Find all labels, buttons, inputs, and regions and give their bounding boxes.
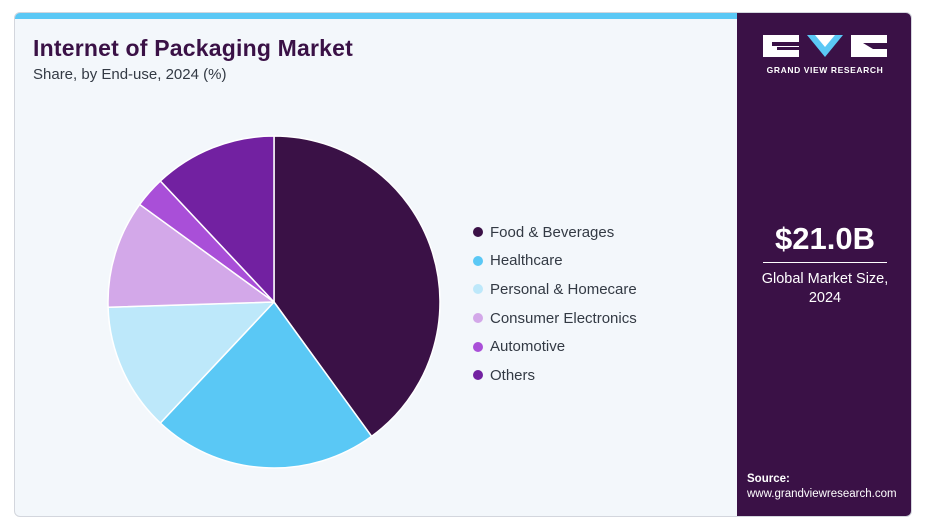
market-size-value: $21.0B	[775, 221, 875, 256]
accent-bar	[15, 13, 737, 19]
pie-chart	[107, 135, 441, 469]
chart-subtitle: Share, by End-use, 2024 (%)	[33, 66, 227, 83]
legend-swatch	[473, 284, 483, 295]
chart-title: Internet of Packaging Market	[33, 35, 354, 61]
legend-item: Personal & Homecare	[473, 275, 637, 304]
gvr-logo-icon	[763, 35, 887, 57]
legend-label: Personal & Homecare	[490, 280, 637, 298]
legend-label: Consumer Electronics	[490, 309, 637, 327]
brand-name: GRAND VIEW RESEARCH	[766, 65, 884, 75]
legend-label: Food & Beverages	[490, 223, 615, 241]
market-size-caption: Global Market Size, 2024	[761, 271, 889, 306]
legend-swatch	[473, 370, 483, 381]
summary-sidebar: GRAND VIEW RESEARCH $21.0B Global Market…	[737, 13, 911, 516]
legend-item: Automotive	[473, 332, 637, 361]
legend-label: Others	[490, 366, 536, 384]
legend-item: Healthcare	[473, 247, 637, 276]
legend-swatch	[473, 255, 483, 266]
infographic-card: Internet of Packaging Market Share, by E…	[14, 12, 912, 517]
pie-slice-others	[159, 135, 275, 303]
source-link[interactable]: www.grandviewresearch.com	[747, 488, 897, 500]
pie-slice-personal-homecare	[107, 301, 275, 424]
brand-logo: GRAND VIEW RESEARCH	[737, 35, 911, 75]
legend-swatch	[473, 341, 483, 352]
pie-slice-consumer-electronics	[107, 203, 275, 308]
pie-slice-food-beverages	[273, 135, 441, 438]
legend-label: Automotive	[490, 338, 566, 356]
legend-item: Others	[473, 361, 637, 390]
chart-panel: Internet of Packaging Market Share, by E…	[15, 13, 737, 516]
legend-swatch	[473, 313, 483, 324]
legend-item: Consumer Electronics	[473, 304, 637, 333]
chart-legend: Food & Beverages Healthcare Personal & Hom…	[473, 218, 637, 390]
legend-item: Food & Beverages	[473, 218, 637, 247]
source-label: Source:	[747, 473, 790, 485]
pie-slice-healthcare	[159, 301, 373, 469]
legend-label: Healthcare	[490, 252, 563, 270]
divider	[763, 262, 887, 263]
legend-swatch	[473, 227, 483, 238]
